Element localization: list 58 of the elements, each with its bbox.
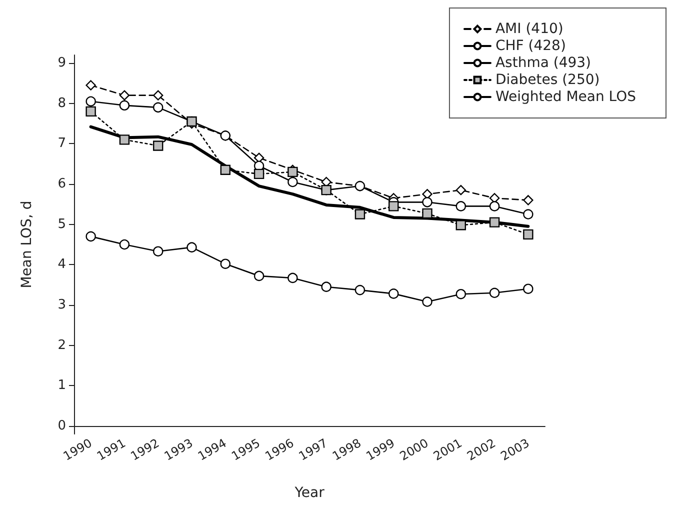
legend-label: AMI (410)	[495, 21, 564, 37]
point	[254, 152, 264, 163]
y-tick-label: 6	[58, 176, 66, 192]
point	[254, 168, 264, 180]
y-tick-label: 3	[58, 297, 66, 312]
y-tick-label: 2	[58, 338, 66, 353]
point	[119, 100, 130, 110]
point	[456, 220, 466, 230]
point	[321, 282, 332, 292]
point	[153, 90, 164, 100]
y-tick-label: 5	[58, 216, 66, 232]
y-tick-label: 1	[58, 378, 66, 394]
point	[422, 197, 432, 208]
point	[119, 134, 130, 145]
point	[523, 209, 534, 220]
legend-label: Diabetes (250)	[495, 72, 600, 88]
point	[119, 239, 130, 250]
point	[456, 184, 466, 196]
point	[86, 80, 96, 90]
point	[86, 96, 96, 106]
point	[388, 288, 399, 299]
legend-label: Asthma (493)	[495, 55, 592, 71]
point	[186, 242, 197, 252]
y-tick-label: 0	[58, 418, 66, 434]
x-axis-title: Year	[294, 485, 325, 501]
point	[220, 130, 230, 141]
point	[288, 176, 298, 188]
y-axis-title: Mean LOS, d	[19, 200, 35, 288]
point	[388, 201, 399, 212]
point	[288, 272, 298, 284]
y-tick-label: 8	[58, 96, 66, 111]
point	[523, 195, 534, 206]
point	[86, 231, 96, 242]
legend-label: CHF (428)	[495, 38, 566, 54]
point	[489, 288, 500, 298]
y-tick-label: 4	[58, 257, 66, 272]
point	[523, 229, 534, 240]
point	[456, 201, 466, 212]
point	[119, 90, 130, 100]
y-tick-label: 7	[58, 136, 66, 152]
point	[354, 209, 366, 220]
point	[153, 140, 164, 151]
y-tick-label: 9	[58, 56, 66, 71]
point	[220, 164, 230, 176]
point	[153, 102, 164, 113]
legend-label: Weighted Mean LOS	[495, 89, 636, 105]
point	[523, 284, 534, 294]
point	[489, 201, 500, 212]
point	[254, 270, 264, 282]
point	[489, 217, 500, 228]
point	[456, 288, 466, 300]
point	[86, 106, 96, 117]
point	[220, 258, 230, 269]
point	[422, 208, 432, 219]
point	[153, 246, 164, 256]
point	[354, 284, 366, 296]
point	[354, 180, 366, 192]
point	[422, 296, 432, 307]
